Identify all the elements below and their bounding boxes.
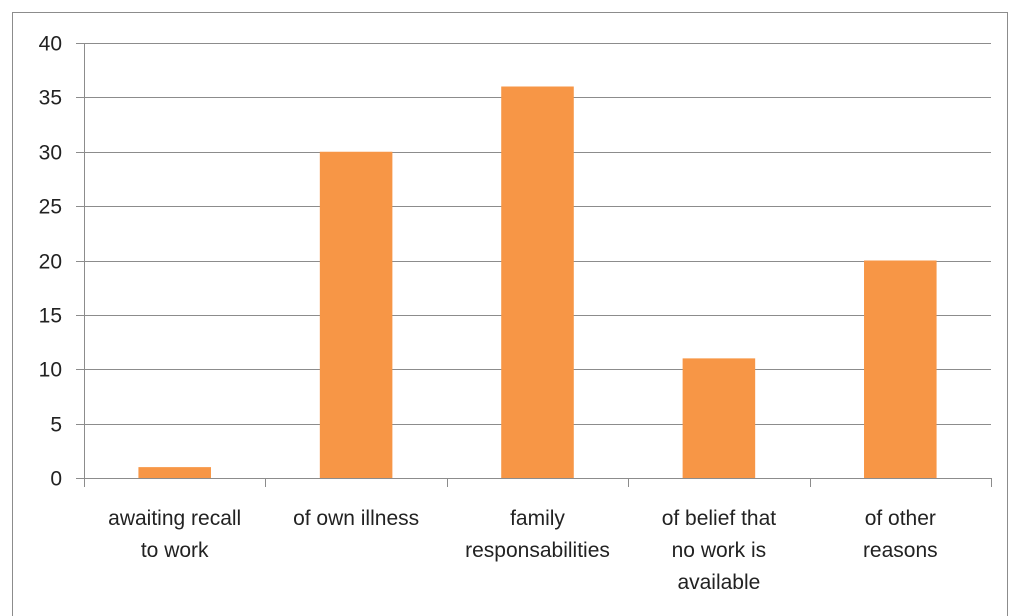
y-tick-label: 25: [39, 196, 62, 219]
x-category-label-line: responsabilities: [465, 539, 610, 562]
bar: [864, 260, 937, 478]
bar: [501, 86, 574, 478]
x-category-label-line: to work: [141, 539, 209, 562]
x-category-label-line: available: [677, 571, 760, 594]
x-category-label-line: awaiting recall: [108, 507, 241, 530]
x-category-label: of own illness: [293, 507, 419, 530]
x-category-label: awaiting recall to work: [108, 507, 241, 562]
x-category-label-line: family: [510, 507, 565, 530]
bars: [138, 86, 937, 478]
bar: [319, 151, 393, 478]
y-tick-label: 20: [39, 251, 62, 274]
x-category-label: of belief that no work is available: [662, 507, 777, 594]
bar: [138, 467, 211, 478]
y-tick-label: 15: [39, 305, 62, 328]
x-category-label-line: of other: [865, 507, 936, 530]
y-tick-label: 5: [50, 414, 62, 437]
x-category-label: family responsabilities: [465, 507, 610, 562]
labels: 0 5 10 15 20 25 30 35 40 awaiting recall to work of…: [39, 33, 938, 595]
y-tick-label: 10: [39, 359, 62, 382]
x-category-label-line: no work is: [672, 539, 767, 562]
axes: [84, 43, 992, 487]
y-tick-label: 35: [39, 87, 62, 110]
y-tick-label: 30: [39, 142, 62, 165]
x-category-label-line: reasons: [863, 539, 938, 562]
x-category-label: of other reasons: [863, 507, 938, 562]
y-tick-label: 40: [39, 33, 62, 56]
bar: [682, 358, 756, 478]
y-tick-label: 0: [50, 468, 62, 491]
x-category-label-line: of own illness: [293, 507, 419, 530]
x-category-label-line: of belief that: [662, 507, 777, 530]
